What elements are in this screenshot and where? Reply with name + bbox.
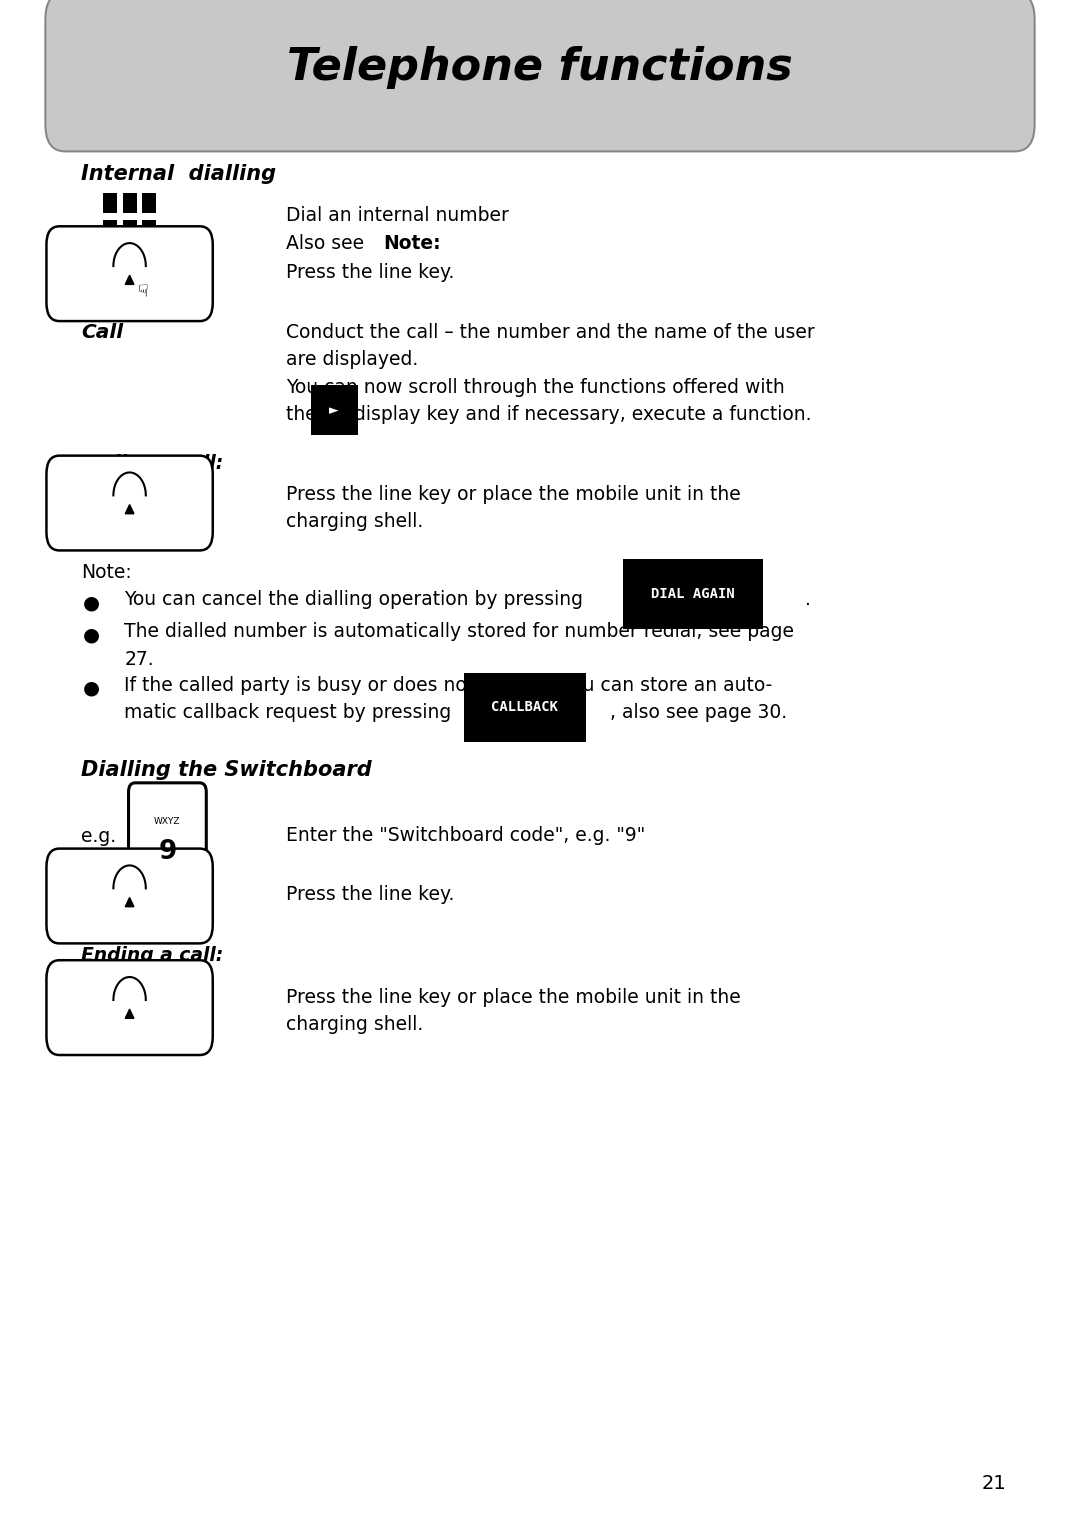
Bar <box>143 220 157 240</box>
Bar <box>143 248 157 268</box>
Text: , also see page 30.: , also see page 30. <box>610 703 787 722</box>
Text: Conduct the call – the number and the name of the user: Conduct the call – the number and the na… <box>286 323 815 341</box>
Text: Enter the "Switchboard code", e.g. "9": Enter the "Switchboard code", e.g. "9" <box>286 826 646 844</box>
Text: Dial an internal number: Dial an internal number <box>286 206 509 225</box>
FancyBboxPatch shape <box>45 0 1035 151</box>
FancyBboxPatch shape <box>46 456 213 550</box>
Text: You can now scroll through the functions offered with: You can now scroll through the functions… <box>286 378 785 396</box>
Text: Press the line key.: Press the line key. <box>286 885 455 904</box>
Bar <box>123 220 136 240</box>
Bar <box>104 248 117 268</box>
Text: CALLBACK: CALLBACK <box>491 700 558 714</box>
FancyBboxPatch shape <box>46 960 213 1055</box>
Text: The dialled number is automatically stored for number redial, see page: The dialled number is automatically stor… <box>124 622 794 641</box>
Text: If the called party is busy or does not answer, you can store an auto-: If the called party is busy or does not … <box>124 676 772 694</box>
Text: You can cancel the dialling operation by pressing: You can cancel the dialling operation by… <box>124 590 590 609</box>
Text: Press the line key.: Press the line key. <box>286 263 455 281</box>
Text: Note:: Note: <box>81 563 132 581</box>
Text: ►: ► <box>329 404 339 417</box>
Text: ●: ● <box>83 679 100 697</box>
Bar <box>104 220 117 240</box>
Text: Ending a call:: Ending a call: <box>81 454 224 472</box>
Text: Ending a call:: Ending a call: <box>81 946 224 965</box>
Text: Press the line key or place the mobile unit in the: Press the line key or place the mobile u… <box>286 988 741 1006</box>
Text: 27.: 27. <box>124 650 153 668</box>
Text: are displayed.: are displayed. <box>286 350 418 368</box>
Text: ●: ● <box>83 593 100 612</box>
Text: 21: 21 <box>982 1474 1005 1492</box>
Bar <box>123 248 136 268</box>
Text: Internal  dialling: Internal dialling <box>81 164 276 183</box>
Text: .: . <box>805 590 810 609</box>
Polygon shape <box>125 1009 134 1018</box>
Text: ●: ● <box>83 625 100 644</box>
Text: Dialling the Switchboard: Dialling the Switchboard <box>81 760 372 780</box>
Text: charging shell.: charging shell. <box>286 1015 423 1034</box>
Text: Note:: Note: <box>383 234 441 252</box>
FancyBboxPatch shape <box>46 849 213 943</box>
Polygon shape <box>125 275 134 284</box>
Bar <box>104 193 117 213</box>
Text: 9: 9 <box>158 838 177 865</box>
FancyBboxPatch shape <box>129 783 206 890</box>
Polygon shape <box>125 898 134 907</box>
FancyBboxPatch shape <box>46 226 213 321</box>
Text: ☞: ☞ <box>132 283 149 298</box>
Text: Telephone functions: Telephone functions <box>287 46 793 89</box>
Text: DIAL AGAIN: DIAL AGAIN <box>651 587 735 601</box>
Polygon shape <box>125 505 134 514</box>
Text: display key and if necessary, execute a function.: display key and if necessary, execute a … <box>354 405 812 424</box>
Text: Press the line key or place the mobile unit in the: Press the line key or place the mobile u… <box>286 485 741 503</box>
Text: WXYZ: WXYZ <box>154 816 180 826</box>
Text: charging shell.: charging shell. <box>286 512 423 531</box>
Text: Also see: Also see <box>286 234 370 252</box>
Text: the: the <box>286 405 323 424</box>
Bar <box>123 193 136 213</box>
Bar <box>143 193 157 213</box>
Text: matic callback request by pressing: matic callback request by pressing <box>124 703 458 722</box>
Text: e.g.: e.g. <box>81 827 117 846</box>
Text: Call: Call <box>81 323 123 341</box>
